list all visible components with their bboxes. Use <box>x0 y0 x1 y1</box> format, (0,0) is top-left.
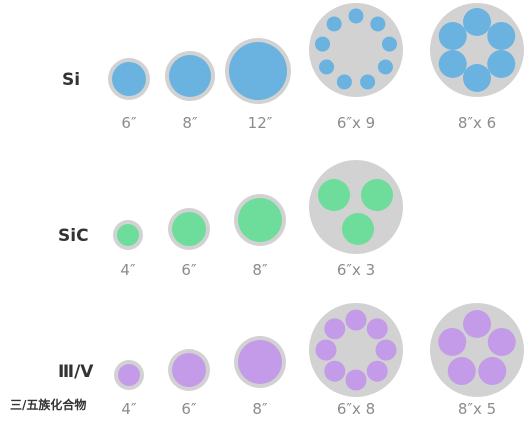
sic-wafer-4in <box>117 224 139 246</box>
si-platter-6in-x9-wafer-4 <box>377 59 393 75</box>
si-platter-8in-x6-wafer-6 <box>438 22 467 50</box>
iiiv-platter-6in-x8-wafer-6 <box>324 360 346 382</box>
caption-iiiv-4in: 4″ <box>121 400 137 418</box>
caption-si-12in: 12″ <box>247 114 273 132</box>
iiiv-wafer-6in <box>172 353 206 387</box>
row-label-sic: SiC <box>58 226 89 246</box>
si-platter-6in-x9-wafer-2 <box>370 16 386 32</box>
si-platter-8in-x6-wafer-5 <box>438 50 467 78</box>
iiiv-platter-6in-x8-wafer-8 <box>324 318 346 340</box>
si-platter-8in-x6-wafer-2 <box>487 22 516 50</box>
sic-platter-6in-x3-wafer-1 <box>318 179 350 211</box>
caption-si-6in: 6″ <box>121 114 137 132</box>
caption-sic-4in: 4″ <box>120 261 136 279</box>
caption-iiiv-8in-x5: 8″x 5 <box>457 400 497 418</box>
caption-sic-8in: 8″ <box>252 261 268 279</box>
si-platter-6in-x9-wafer-9 <box>326 16 342 32</box>
caption-iiiv-6in-x8: 6″x 8 <box>336 400 376 418</box>
caption-sic-6in-x3: 6″x 3 <box>336 261 376 279</box>
caption-iiiv-6in: 6″ <box>181 400 197 418</box>
row-sublabel-iiiv: 三/五族化合物 <box>10 398 87 412</box>
iiiv-wafer-8in <box>238 340 282 384</box>
sic-platter-6in-x3-wafer-3 <box>342 213 374 245</box>
sic-platter-6in-x3-wafer-2 <box>361 179 393 211</box>
si-platter-6in-x9-wafer-3 <box>381 36 397 52</box>
caption-si-8in-x6: 8″x 6 <box>457 114 497 132</box>
si-wafer-12in <box>229 42 287 100</box>
caption-si-6in-x9: 6″x 9 <box>336 114 376 132</box>
sic-wafer-8in <box>238 198 282 242</box>
si-platter-8in-x6-wafer-4 <box>463 64 491 92</box>
caption-si-8in: 8″ <box>182 114 198 132</box>
iiiv-platter-8in-x5-wafer-1 <box>463 310 491 338</box>
sic-wafer-6in <box>172 212 206 246</box>
si-platter-8in-x6-wafer-3 <box>487 50 516 78</box>
iiiv-platter-6in-x8-wafer-7 <box>315 339 337 361</box>
iiiv-platter-8in-x5-wafer-2 <box>487 327 516 356</box>
iiiv-platter-6in-x8-wafer-5 <box>345 369 367 391</box>
row-label-iiiv: Ⅲ/V <box>58 362 94 382</box>
si-wafer-8in <box>169 55 211 97</box>
si-platter-6in-x9-wafer-8 <box>315 36 331 52</box>
caption-iiiv-8in: 8″ <box>252 400 268 418</box>
si-platter-6in-x9-wafer-6 <box>336 74 352 90</box>
iiiv-platter-6in-x8-wafer-1 <box>345 309 367 331</box>
iiiv-platter-6in-x8-wafer-2 <box>366 318 388 340</box>
si-wafer-6in <box>112 62 146 96</box>
iiiv-platter-8in-x5-wafer-5 <box>438 327 467 356</box>
iiiv-platter-6in-x8-wafer-4 <box>366 360 388 382</box>
row-label-si: Si <box>62 70 81 90</box>
iiiv-platter-6in-x8-wafer-3 <box>375 339 397 361</box>
iiiv-wafer-4in <box>118 364 140 386</box>
si-platter-6in-x9-wafer-7 <box>319 59 335 75</box>
iiiv-platter-8in-x5-wafer-4 <box>447 357 476 386</box>
si-platter-6in-x9-wafer-1 <box>348 8 364 24</box>
caption-sic-6in: 6″ <box>181 261 197 279</box>
iiiv-platter-8in-x5-wafer-3 <box>478 357 507 386</box>
si-platter-8in-x6-wafer-1 <box>463 8 491 36</box>
si-platter-6in-x9-wafer-5 <box>360 74 376 90</box>
